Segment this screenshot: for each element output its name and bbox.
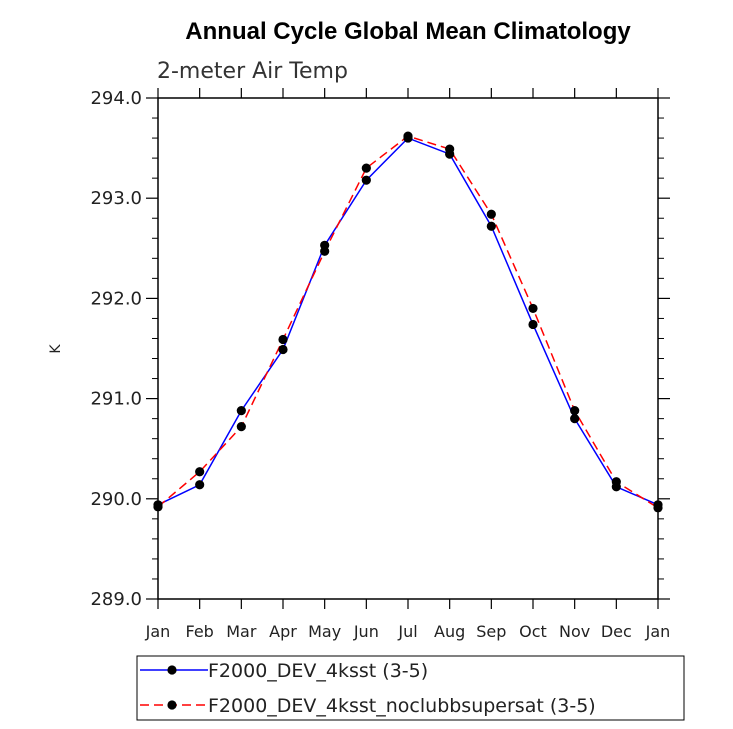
series-1-point — [195, 480, 205, 490]
x-tick-label: Jan — [145, 622, 171, 641]
series-1-point — [570, 414, 580, 424]
series-2-point — [403, 131, 413, 141]
x-tick-label: Mar — [226, 622, 257, 641]
x-tick-label: Aug — [434, 622, 465, 641]
plot-frame — [157, 97, 659, 600]
series-2-point — [195, 467, 205, 477]
x-tick-label: Sep — [476, 622, 506, 641]
series-2-point — [236, 422, 246, 432]
series-2-point — [320, 246, 330, 256]
legend-marker-series-2 — [167, 700, 177, 710]
series-2-point — [653, 503, 663, 513]
x-tick-label: Nov — [559, 622, 590, 641]
y-tick-label: 290.0 — [90, 489, 142, 510]
series-1-point — [278, 344, 288, 355]
series-2-point — [445, 144, 455, 154]
legend-marker-series-1 — [167, 665, 177, 675]
x-tick-label: Jun — [353, 622, 379, 641]
y-tick-label: 293.0 — [90, 188, 142, 209]
series-2-point — [278, 334, 288, 345]
legend-label-series-2: F2000_DEV_4ksst_noclubbsupersat (3-5) — [208, 695, 596, 717]
x-tick-label: Apr — [269, 622, 297, 641]
y-axis-label: K — [48, 344, 64, 354]
series-2-point — [611, 477, 621, 487]
y-tick-label: 292.0 — [90, 288, 142, 309]
chart-title: Annual Cycle Global Mean Climatology — [185, 18, 631, 45]
series-line-2 — [157, 135, 659, 509]
x-tick-label: Jul — [397, 622, 417, 641]
x-tick-label: Dec — [601, 622, 632, 641]
series-2-point — [361, 163, 371, 173]
series-2-point — [570, 406, 580, 416]
legend-box — [136, 655, 685, 721]
x-axis-ticks: Jan Feb Mar Apr May Jun Jul Aug Sep Oct Nov Dec Jan — [145, 88, 671, 641]
y-tick-label: 291.0 — [90, 389, 142, 410]
x-tick-label: Oct — [519, 622, 547, 641]
legend-label-series-1: F2000_DEV_4ksst (3-5) — [208, 660, 428, 682]
series-1-point — [528, 319, 538, 330]
series-2-point — [528, 303, 538, 314]
x-tick-label: Feb — [186, 622, 214, 641]
series-2-point — [486, 209, 496, 219]
series-1-point — [486, 221, 496, 231]
x-tick-label: May — [308, 622, 341, 641]
series-1-point — [236, 406, 246, 416]
series-layer — [153, 131, 663, 513]
legend: F2000_DEV_4ksst (3-5) F2000_DEV_4ksst_no… — [136, 655, 685, 721]
y-tick-label: 289.0 — [90, 589, 142, 610]
y-tick-label: 294.0 — [90, 88, 142, 109]
series-line-1 — [157, 137, 659, 506]
x-tick-label: Jan — [645, 622, 671, 641]
series-1-point — [361, 175, 371, 185]
y-axis-ticks: 289.0 290.0 291.0 292.0 293.0 294.0 — [90, 88, 670, 610]
series-2-point — [153, 502, 163, 512]
chart-subtitle: 2-meter Air Temp — [157, 59, 348, 84]
